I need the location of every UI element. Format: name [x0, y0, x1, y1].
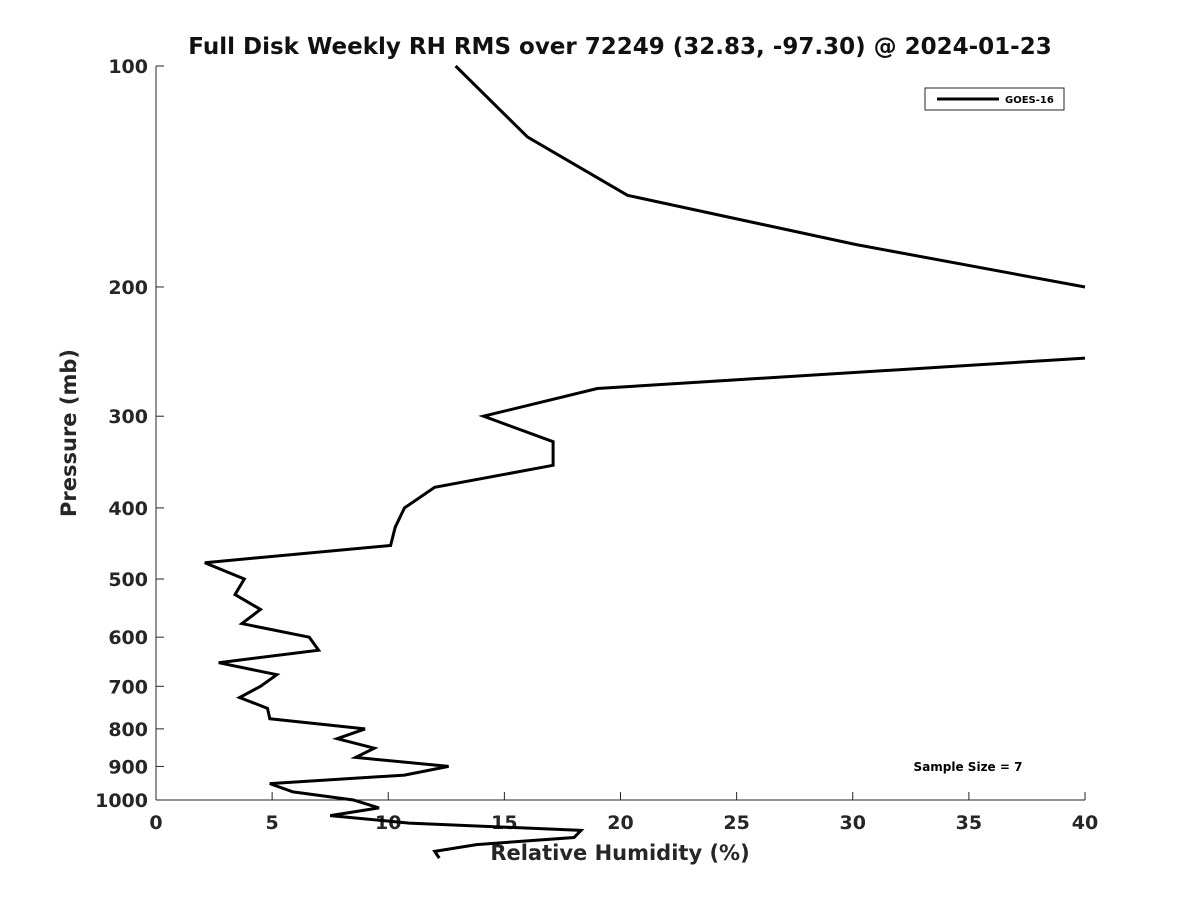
x-tick-label: 20: [607, 812, 633, 834]
x-axis-label: Relative Humidity (%): [490, 841, 749, 865]
y-tick-label: 100: [108, 56, 148, 78]
y-tick-label: 500: [108, 569, 148, 591]
y-axis: 100 200 300 400 500 600 700 800 900 1000: [95, 56, 164, 812]
y-axis-label: Pressure (mb): [57, 349, 81, 517]
plot-area: [155, 66, 1085, 801]
y-tick-label: 700: [108, 676, 148, 698]
x-tick-label: 5: [266, 812, 279, 834]
y-tick-label: 200: [108, 277, 148, 299]
y-tick-label: 900: [108, 756, 148, 778]
x-tick-label: 30: [840, 812, 866, 834]
chart-title: Full Disk Weekly RH RMS over 72249 (32.8…: [188, 34, 1051, 60]
y-tick-label: 1000: [95, 790, 148, 812]
x-tick-label: 15: [491, 812, 517, 834]
y-tick-label: 600: [108, 627, 148, 649]
x-tick-label: 0: [149, 812, 162, 834]
x-tick-label: 35: [956, 812, 982, 834]
plot-background: [156, 66, 1085, 800]
x-tick-label: 10: [375, 812, 401, 834]
legend-label-goes-16: GOES-16: [1005, 95, 1054, 106]
series-line-goes-16: [454, 64, 1086, 289]
series-layer: [204, 64, 1086, 859]
series-line-goes-16: [204, 356, 1086, 859]
y-tick-label: 400: [108, 498, 148, 520]
y-tick-label: 300: [108, 406, 148, 428]
y-tick-label: 800: [108, 719, 148, 741]
legend: GOES-16: [924, 87, 1065, 111]
x-tick-label: 40: [1072, 812, 1098, 834]
sample-size-annotation: Sample Size = 7: [914, 760, 1023, 774]
x-axis: 0 5 10 15 20 25 30 35 40: [149, 792, 1098, 834]
x-tick-label: 25: [723, 812, 749, 834]
